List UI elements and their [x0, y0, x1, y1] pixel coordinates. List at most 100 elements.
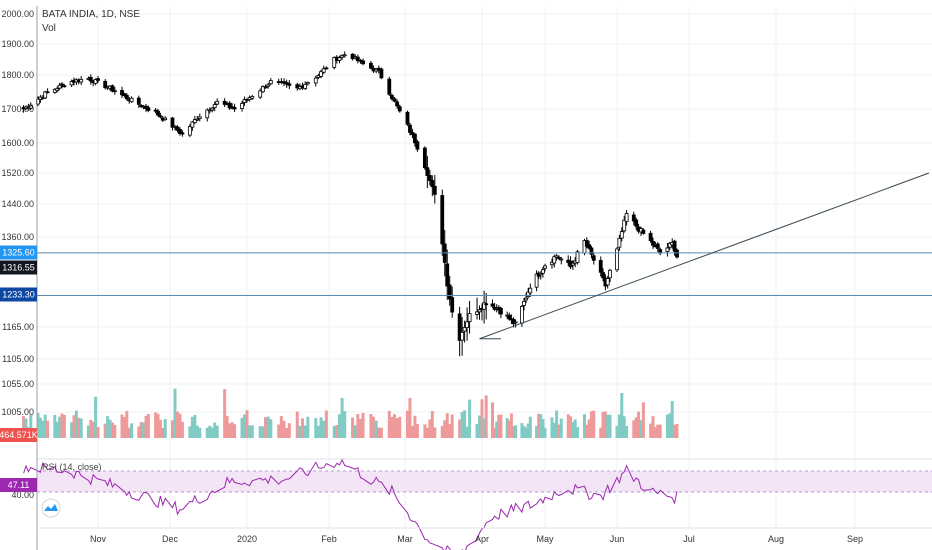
volume-bar — [415, 423, 419, 438]
candle-body — [258, 90, 263, 98]
volume-bar — [450, 414, 454, 438]
volume-bar — [651, 416, 655, 438]
candle-body — [187, 126, 192, 136]
volume-bar — [387, 410, 391, 438]
y-tick-label: 1520.00 — [1, 168, 34, 178]
candle-body — [324, 67, 329, 70]
y-tick-label: 1360.00 — [1, 232, 34, 242]
candle-body — [319, 71, 323, 77]
volume-bar — [266, 416, 270, 438]
candle-body — [197, 116, 202, 119]
volume-bar — [465, 426, 469, 438]
volume-bar — [337, 414, 341, 438]
candle-body — [266, 84, 271, 87]
volume-bar — [491, 402, 494, 438]
candle-body — [305, 82, 310, 85]
candle-body — [450, 297, 455, 313]
volume-bar — [180, 421, 184, 438]
volume-bar — [468, 399, 472, 438]
volume-bar — [559, 418, 563, 438]
volume-bar — [77, 417, 81, 438]
x-tick-label: Feb — [321, 534, 337, 544]
drawn-lines[interactable] — [37, 172, 932, 340]
candle-body — [462, 327, 467, 332]
candles — [21, 51, 679, 357]
candle-body — [587, 244, 592, 249]
volume-bar — [70, 422, 74, 438]
volume-bar — [524, 427, 528, 438]
volume-bar — [282, 420, 286, 438]
candle-body — [212, 104, 217, 109]
candle-body — [120, 90, 124, 96]
y-tick-label: 1440.00 — [1, 199, 34, 209]
volume-bar — [215, 425, 219, 438]
candle-body — [522, 300, 526, 306]
candle-body — [178, 128, 182, 135]
volume-bar — [139, 422, 143, 438]
volume-bar — [74, 410, 78, 438]
volume-bar — [319, 417, 323, 438]
candle-body — [422, 147, 427, 169]
candle-body — [651, 240, 655, 246]
tradingview-logo-icon[interactable] — [41, 498, 61, 518]
volume-bar — [79, 418, 83, 438]
candle-body — [263, 86, 268, 89]
candle-body — [321, 68, 326, 73]
volume-bar — [448, 423, 452, 438]
volume-bar — [306, 416, 310, 438]
candle-body — [57, 84, 62, 89]
volume-bar — [264, 417, 268, 438]
volume-bar — [522, 426, 526, 438]
volume-bar — [637, 411, 641, 438]
candle-body — [655, 243, 660, 249]
volume-bar — [497, 414, 501, 438]
volume-tag — [0, 428, 37, 442]
volume-bar — [639, 420, 643, 438]
candle-body — [332, 57, 337, 68]
candle-body — [210, 107, 215, 111]
candle-body — [490, 303, 495, 307]
volume-bar — [301, 418, 305, 438]
y-tick-label: 1600.00 — [1, 138, 34, 148]
volume-bar — [228, 423, 232, 438]
candle-body — [520, 306, 524, 324]
volume-bar — [512, 426, 515, 438]
volume-bar — [279, 416, 283, 438]
volume-bar — [656, 424, 660, 438]
candle-body — [222, 100, 227, 105]
volume-bar — [552, 422, 556, 438]
volume-bar — [495, 421, 499, 438]
candle-body — [355, 56, 360, 62]
candle-body — [342, 54, 347, 57]
rsi-tag — [0, 478, 37, 492]
volume-bar — [46, 420, 50, 438]
candle-body — [475, 311, 479, 315]
candle-body — [425, 167, 430, 176]
volume-bar — [537, 413, 541, 438]
volume-bar — [188, 426, 192, 438]
candle-body — [624, 213, 629, 222]
volume-bar — [58, 416, 62, 438]
candle-body — [146, 107, 151, 111]
volume-bar — [195, 425, 199, 438]
volume-bar — [425, 427, 429, 438]
volume-bar — [592, 410, 596, 438]
volume-bar — [248, 425, 252, 438]
candle-body — [96, 78, 100, 81]
candle-body — [484, 303, 489, 306]
volume-bar — [190, 416, 194, 438]
volume-bar — [86, 425, 90, 438]
x-tick-label: May — [536, 534, 554, 544]
y-tick-label: 1005.00 — [1, 407, 34, 417]
rsi-tick-label: 40.00 — [11, 490, 34, 500]
volume-bar — [480, 399, 484, 438]
volume-bar — [137, 426, 141, 438]
volume-bar — [324, 410, 328, 438]
candle-body — [240, 103, 244, 109]
volume-bar — [314, 418, 318, 438]
volume-bar — [205, 427, 209, 438]
volume-bar — [353, 425, 357, 438]
volume-bar — [390, 416, 394, 438]
candle-body — [415, 141, 420, 150]
